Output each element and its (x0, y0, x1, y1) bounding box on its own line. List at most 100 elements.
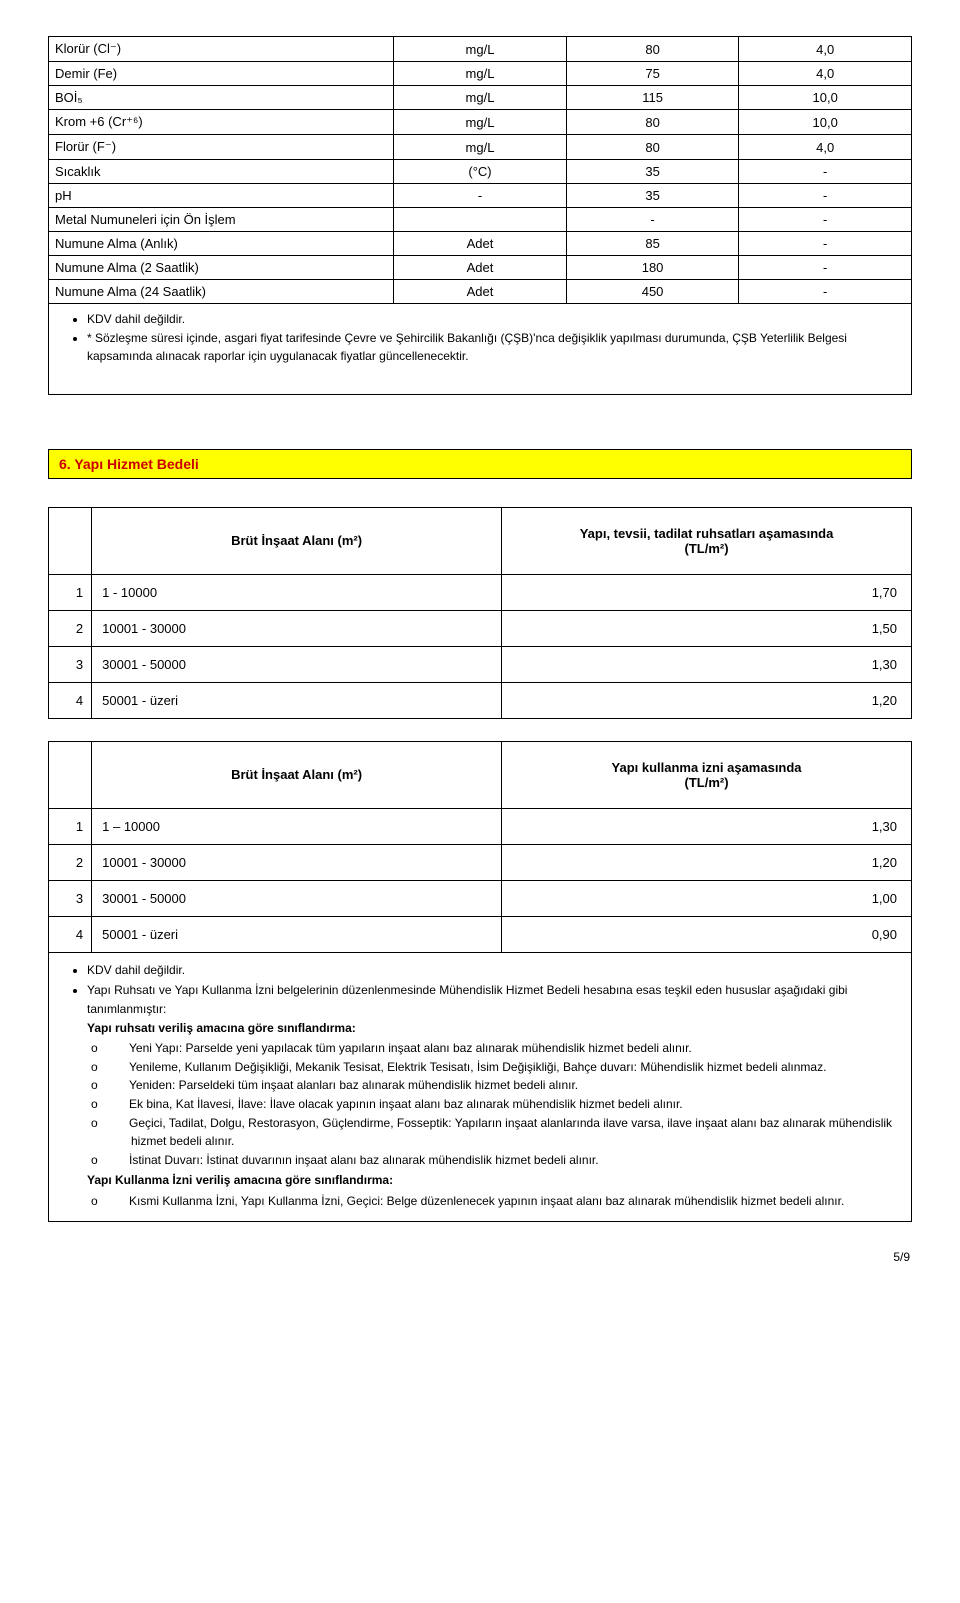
table-row: Metal Numuneleri için Ön İşlem-- (49, 208, 912, 232)
unit-cell: mg/L (394, 62, 567, 86)
param-cell: Klorür (Cl⁻) (49, 37, 394, 62)
unit-cell: Adet (394, 232, 567, 256)
notes-bottom: KDV dahil değildir. Yapı Ruhsatı ve Yapı… (48, 953, 912, 1222)
val-cell: 1,30 (502, 646, 912, 682)
param-cell: Krom +6 (Cr⁺⁶) (49, 110, 394, 135)
table-row: 210001 - 300001,20 (49, 844, 912, 880)
range-cell: 1 – 10000 (92, 808, 502, 844)
param-cell: pH (49, 184, 394, 208)
note-sozlesme: * Sözleşme süresi içinde, asgari fiyat t… (87, 329, 901, 366)
range-cell: 1 - 10000 (92, 574, 502, 610)
val1-cell: 180 (566, 256, 739, 280)
idx-cell: 4 (49, 916, 92, 952)
table-row: 450001 - üzeri1,20 (49, 682, 912, 718)
val2-cell: - (739, 160, 912, 184)
hdr-blank-b (49, 741, 92, 808)
table-row: Numune Alma (Anlık)Adet85- (49, 232, 912, 256)
table-row: 330001 - 500001,00 (49, 880, 912, 916)
table-row: Numune Alma (24 Saatlik)Adet450- (49, 280, 912, 304)
val1-cell: 35 (566, 160, 739, 184)
val1-cell: 80 (566, 110, 739, 135)
table-row: pH-35- (49, 184, 912, 208)
section-title: 6. Yapı Hizmet Bedeli (48, 449, 912, 479)
unit-cell: mg/L (394, 110, 567, 135)
table-row: Sıcaklık(°C)35- (49, 160, 912, 184)
hdr-left-b: Brüt İnşaat Alanı (m²) (92, 741, 502, 808)
group1-title: Yapı ruhsatı veriliş amacına göre sınıfl… (87, 1021, 356, 1035)
table-row: 330001 - 500001,30 (49, 646, 912, 682)
unit-cell: - (394, 184, 567, 208)
val2-cell: - (739, 208, 912, 232)
table-row: BOİ₅mg/L11510,0 (49, 86, 912, 110)
val-cell: 1,30 (502, 808, 912, 844)
range-cell: 10001 - 30000 (92, 610, 502, 646)
idx-cell: 2 (49, 844, 92, 880)
note-kdv: KDV dahil değildir. (87, 310, 901, 329)
val2-cell: 4,0 (739, 135, 912, 160)
val1-cell: 75 (566, 62, 739, 86)
unit-cell: (°C) (394, 160, 567, 184)
val2-cell: - (739, 256, 912, 280)
idx-cell: 3 (49, 646, 92, 682)
yapi-table-b: Brüt İnşaat Alanı (m²) Yapı kullanma izn… (48, 741, 912, 953)
val-cell: 1,50 (502, 610, 912, 646)
val2-cell: 10,0 (739, 110, 912, 135)
val1-cell: - (566, 208, 739, 232)
table-row: 11 - 100001,70 (49, 574, 912, 610)
sub-item: oYeniden: Parseldeki tüm inşaat alanları… (111, 1076, 901, 1095)
unit-cell: mg/L (394, 135, 567, 160)
param-cell: Florür (F⁻) (49, 135, 394, 160)
parameters-table: Klorür (Cl⁻)mg/L804,0Demir (Fe)mg/L754,0… (48, 36, 912, 304)
table-row: Numune Alma (2 Saatlik)Adet180- (49, 256, 912, 280)
val1-cell: 85 (566, 232, 739, 256)
table-row: 11 – 100001,30 (49, 808, 912, 844)
table-row: Klorür (Cl⁻)mg/L804,0 (49, 37, 912, 62)
hdr-left-a: Brüt İnşaat Alanı (m²) (92, 507, 502, 574)
val1-cell: 450 (566, 280, 739, 304)
group2-title: Yapı Kullanma İzni veriliş amacına göre … (87, 1173, 393, 1187)
table-row: Demir (Fe)mg/L754,0 (49, 62, 912, 86)
range-cell: 30001 - 50000 (92, 880, 502, 916)
page-number: 5/9 (48, 1250, 912, 1264)
notes-top: KDV dahil değildir. * Sözleşme süresi iç… (48, 304, 912, 395)
note2-intro: Yapı Ruhsatı ve Yapı Kullanma İzni belge… (87, 981, 901, 1210)
val1-cell: 80 (566, 135, 739, 160)
idx-cell: 2 (49, 610, 92, 646)
val-cell: 1,20 (502, 682, 912, 718)
val-cell: 0,90 (502, 916, 912, 952)
param-cell: Sıcaklık (49, 160, 394, 184)
val2-cell: 4,0 (739, 37, 912, 62)
table-row: Krom +6 (Cr⁺⁶)mg/L8010,0 (49, 110, 912, 135)
val1-cell: 35 (566, 184, 739, 208)
val1-cell: 115 (566, 86, 739, 110)
unit-cell: Adet (394, 256, 567, 280)
val2-cell: 10,0 (739, 86, 912, 110)
hdr-right-a: Yapı, tevsii, tadilat ruhsatları aşaması… (502, 507, 912, 574)
unit-cell (394, 208, 567, 232)
unit-cell: Adet (394, 280, 567, 304)
sub-item: oEk bina, Kat İlavesi, İlave: İlave olac… (111, 1095, 901, 1114)
table-row: 450001 - üzeri0,90 (49, 916, 912, 952)
idx-cell: 1 (49, 808, 92, 844)
range-cell: 30001 - 50000 (92, 646, 502, 682)
hdr-blank-a (49, 507, 92, 574)
idx-cell: 1 (49, 574, 92, 610)
range-cell: 50001 - üzeri (92, 916, 502, 952)
hdr-right-b: Yapı kullanma izni aşamasında(TL/m²) (502, 741, 912, 808)
table-row: Florür (F⁻)mg/L804,0 (49, 135, 912, 160)
val-cell: 1,70 (502, 574, 912, 610)
note2-kdv: KDV dahil değildir. (87, 961, 901, 980)
range-cell: 50001 - üzeri (92, 682, 502, 718)
param-cell: Demir (Fe) (49, 62, 394, 86)
unit-cell: mg/L (394, 86, 567, 110)
val2-cell: - (739, 280, 912, 304)
range-cell: 10001 - 30000 (92, 844, 502, 880)
sub-item: oYenileme, Kullanım Değişikliği, Mekanik… (111, 1058, 901, 1077)
param-cell: Numune Alma (24 Saatlik) (49, 280, 394, 304)
sub-item: oYeni Yapı: Parselde yeni yapılacak tüm … (111, 1039, 901, 1058)
unit-cell: mg/L (394, 37, 567, 62)
param-cell: BOİ₅ (49, 86, 394, 110)
val-cell: 1,00 (502, 880, 912, 916)
idx-cell: 4 (49, 682, 92, 718)
sub-item: oGeçici, Tadilat, Dolgu, Restorasyon, Gü… (111, 1114, 901, 1151)
